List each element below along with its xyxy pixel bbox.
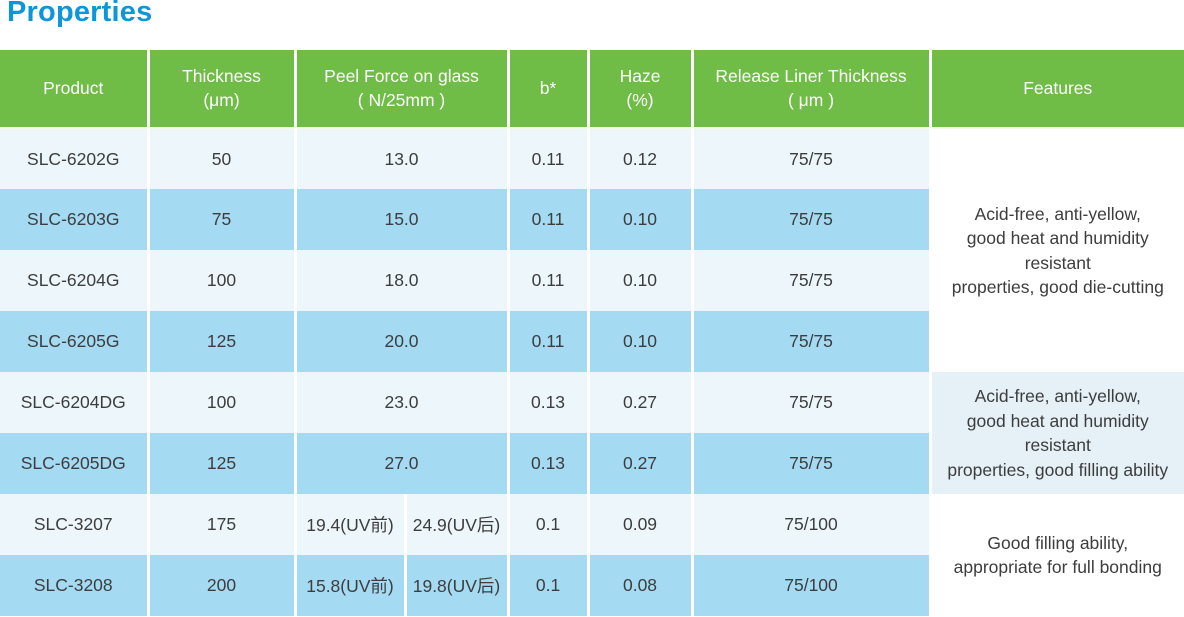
haze-cell: 0.08 — [586, 555, 693, 616]
table-row: SLC-6203G 75 15.0 0.11 0.10 75/75 — [0, 189, 1184, 250]
b-star-cell: 0.11 — [506, 128, 589, 189]
features-cell-group-2: Acid-free, anti-yellow, good heat and hu… — [928, 372, 1184, 494]
peel-force-cell: 27.0 — [293, 433, 509, 494]
peel-force-uv-before-cell: 19.4(UV前) — [293, 494, 405, 555]
b-star-cell: 0.13 — [506, 372, 589, 433]
product-cell: SLC-6205G — [0, 311, 148, 372]
table-row: SLC-6202G 50 13.0 0.11 0.12 75/75 Acid-f… — [0, 128, 1184, 372]
b-star-cell: 0.11 — [506, 189, 589, 250]
product-cell: SLC-3208 — [0, 555, 148, 616]
release-liner-cell: 75/75 — [690, 189, 931, 250]
header-product: Product — [0, 50, 148, 129]
thickness-cell: 75 — [146, 189, 295, 250]
features-cell-group-3: Good filling ability, appropriate for fu… — [928, 494, 1184, 616]
header-release-liner: Release Liner Thickness ( μm ) — [690, 50, 931, 129]
peel-force-uv-after-cell: 19.8(UV后) — [403, 555, 509, 616]
features-cell-group-1: Acid-free, anti-yellow, good heat and hu… — [928, 128, 1184, 372]
product-cell: SLC-6203G — [0, 189, 148, 250]
release-liner-cell: 75/75 — [690, 311, 931, 372]
header-row: Product Thickness (μm) Peel Force on gla… — [0, 50, 1184, 129]
table-row: SLC-6204G 100 18.0 0.11 0.10 75/75 — [0, 250, 1184, 311]
product-cell: SLC-6204DG — [0, 372, 148, 433]
product-cell: SLC-6202G — [0, 128, 148, 189]
haze-cell: 0.12 — [586, 128, 693, 189]
peel-force-uv-after-cell: 24.9(UV后) — [403, 494, 509, 555]
haze-cell: 0.09 — [586, 494, 693, 555]
thickness-cell: 125 — [146, 433, 295, 494]
table-row: SLC-3208 200 15.8(UV前) 19.8(UV后) 0.1 0.0… — [0, 555, 1184, 616]
b-star-cell: 0.1 — [506, 494, 589, 555]
product-cell: SLC-3207 — [0, 494, 148, 555]
table-row: SLC-6205G 125 20.0 0.11 0.10 75/75 — [0, 311, 1184, 372]
haze-cell: 0.27 — [586, 372, 693, 433]
peel-force-cell: 15.0 — [293, 189, 509, 250]
header-features: Features — [928, 50, 1184, 129]
release-liner-cell: 75/100 — [690, 494, 931, 555]
release-liner-cell: 75/75 — [690, 433, 931, 494]
haze-cell: 0.10 — [586, 311, 693, 372]
b-star-cell: 0.11 — [506, 250, 589, 311]
page-title: Properties — [7, 0, 153, 28]
properties-table: Product Thickness (μm) Peel Force on gla… — [0, 50, 1184, 616]
header-thickness: Thickness (μm) — [146, 50, 295, 129]
table-row: SLC-3207 175 19.4(UV前) 24.9(UV后) 0.1 0.0… — [0, 494, 1184, 616]
header-haze: Haze (%) — [586, 50, 693, 129]
thickness-cell: 100 — [146, 250, 295, 311]
release-liner-cell: 75/75 — [690, 250, 931, 311]
header-b-star: b* — [506, 50, 589, 129]
peel-force-cell: 20.0 — [293, 311, 509, 372]
b-star-cell: 0.11 — [506, 311, 589, 372]
haze-cell: 0.10 — [586, 250, 693, 311]
b-star-cell: 0.13 — [506, 433, 589, 494]
release-liner-cell: 75/75 — [690, 128, 931, 189]
haze-cell: 0.27 — [586, 433, 693, 494]
peel-force-cell: 18.0 — [293, 250, 509, 311]
thickness-cell: 200 — [146, 555, 295, 616]
thickness-cell: 50 — [146, 128, 295, 189]
release-liner-cell: 75/100 — [690, 555, 931, 616]
product-cell: SLC-6204G — [0, 250, 148, 311]
peel-force-cell: 13.0 — [293, 128, 509, 189]
peel-force-uv-before-cell: 15.8(UV前) — [293, 555, 405, 616]
b-star-cell: 0.1 — [506, 555, 589, 616]
thickness-cell: 175 — [146, 494, 295, 555]
release-liner-cell: 75/75 — [690, 372, 931, 433]
header-peel-force: Peel Force on glass ( N/25mm ) — [293, 50, 509, 129]
table-row: SLC-6204DG 100 23.0 0.13 0.27 75/75 Acid… — [0, 372, 1184, 494]
thickness-cell: 125 — [146, 311, 295, 372]
table-row: SLC-6205DG 125 27.0 0.13 0.27 75/75 — [0, 433, 1184, 494]
peel-force-cell: 23.0 — [293, 372, 509, 433]
thickness-cell: 100 — [146, 372, 295, 433]
product-cell: SLC-6205DG — [0, 433, 148, 494]
haze-cell: 0.10 — [586, 189, 693, 250]
